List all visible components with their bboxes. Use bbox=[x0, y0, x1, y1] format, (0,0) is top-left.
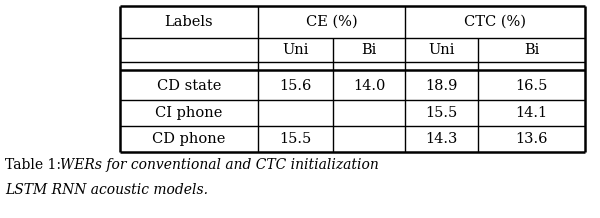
Text: LSTM RNN acoustic models.: LSTM RNN acoustic models. bbox=[5, 183, 208, 197]
Text: Table 1:: Table 1: bbox=[5, 158, 61, 172]
Text: 15.5: 15.5 bbox=[425, 106, 458, 120]
Text: 15.6: 15.6 bbox=[280, 79, 311, 93]
Text: CTC (%): CTC (%) bbox=[464, 15, 526, 29]
Text: 14.3: 14.3 bbox=[425, 132, 458, 146]
Text: CI phone: CI phone bbox=[155, 106, 223, 120]
Text: Bi: Bi bbox=[361, 43, 377, 57]
Text: Bi: Bi bbox=[524, 43, 539, 57]
Text: CD phone: CD phone bbox=[152, 132, 226, 146]
Text: Uni: Uni bbox=[282, 43, 309, 57]
Text: 13.6: 13.6 bbox=[515, 132, 548, 146]
Text: WERs for conventional and CTC initialization: WERs for conventional and CTC initializa… bbox=[60, 158, 379, 172]
Text: 15.5: 15.5 bbox=[280, 132, 311, 146]
Text: 14.0: 14.0 bbox=[353, 79, 385, 93]
Text: CD state: CD state bbox=[157, 79, 221, 93]
Text: 14.1: 14.1 bbox=[515, 106, 548, 120]
Text: 18.9: 18.9 bbox=[425, 79, 458, 93]
Text: 16.5: 16.5 bbox=[515, 79, 548, 93]
Text: Uni: Uni bbox=[428, 43, 455, 57]
Text: Labels: Labels bbox=[164, 15, 214, 29]
Text: CE (%): CE (%) bbox=[305, 15, 358, 29]
